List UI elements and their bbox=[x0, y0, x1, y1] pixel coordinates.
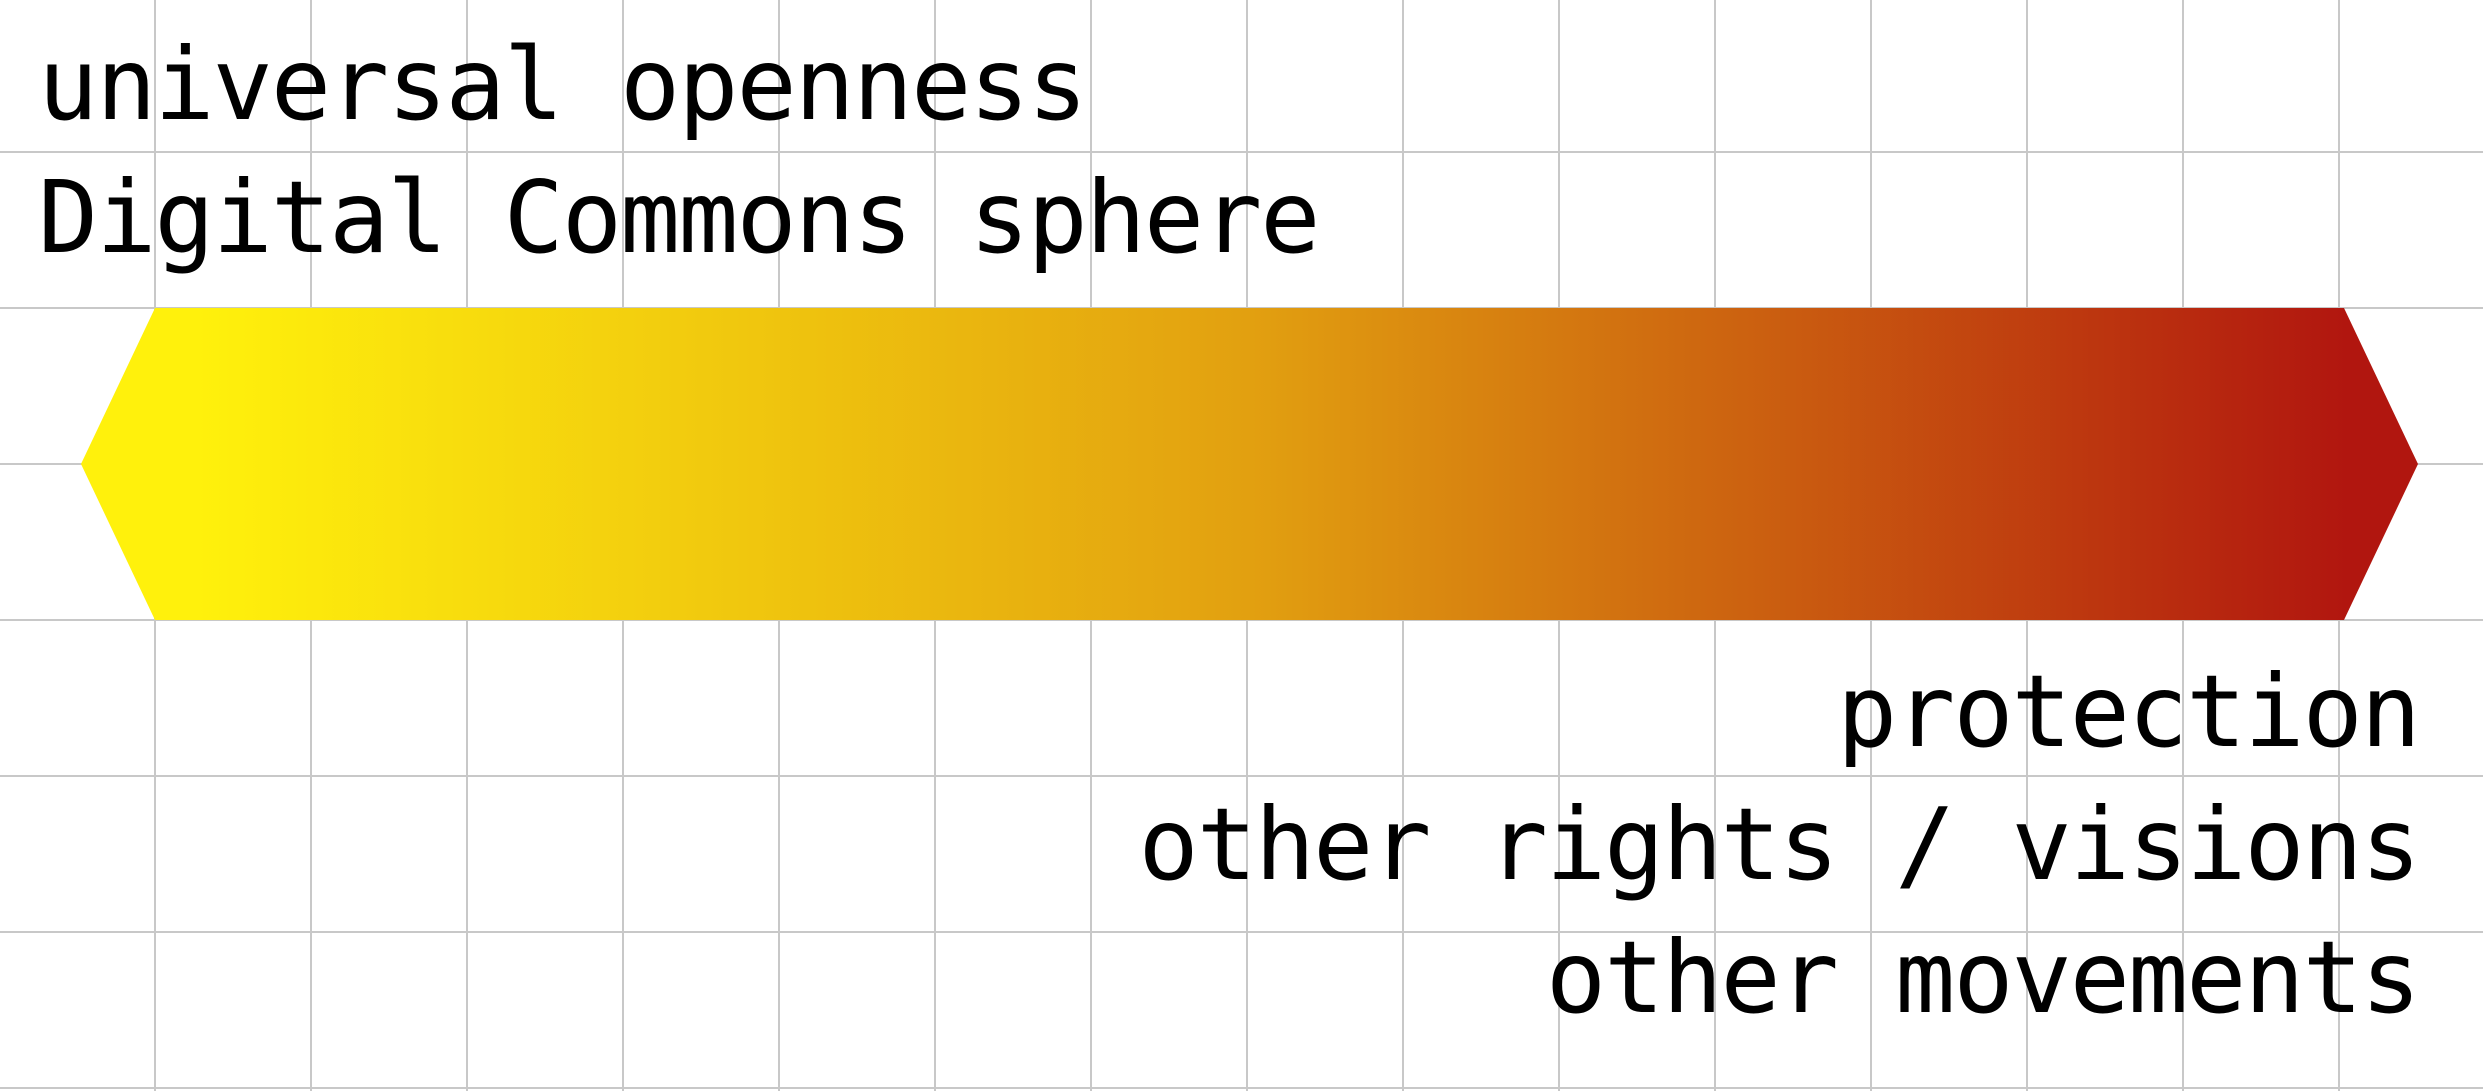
left-pole-label-primary: universal openness bbox=[38, 26, 1088, 143]
right-pole-label-primary: protection bbox=[1836, 653, 2421, 770]
gradient-bar bbox=[81, 308, 2418, 620]
left-pole-label-secondary: Digital Commons sphere bbox=[38, 159, 1321, 276]
right-pole-label-secondary: other rights / visions bbox=[1138, 786, 2421, 903]
right-pole-label-tertiary: other movements bbox=[1545, 919, 2421, 1036]
